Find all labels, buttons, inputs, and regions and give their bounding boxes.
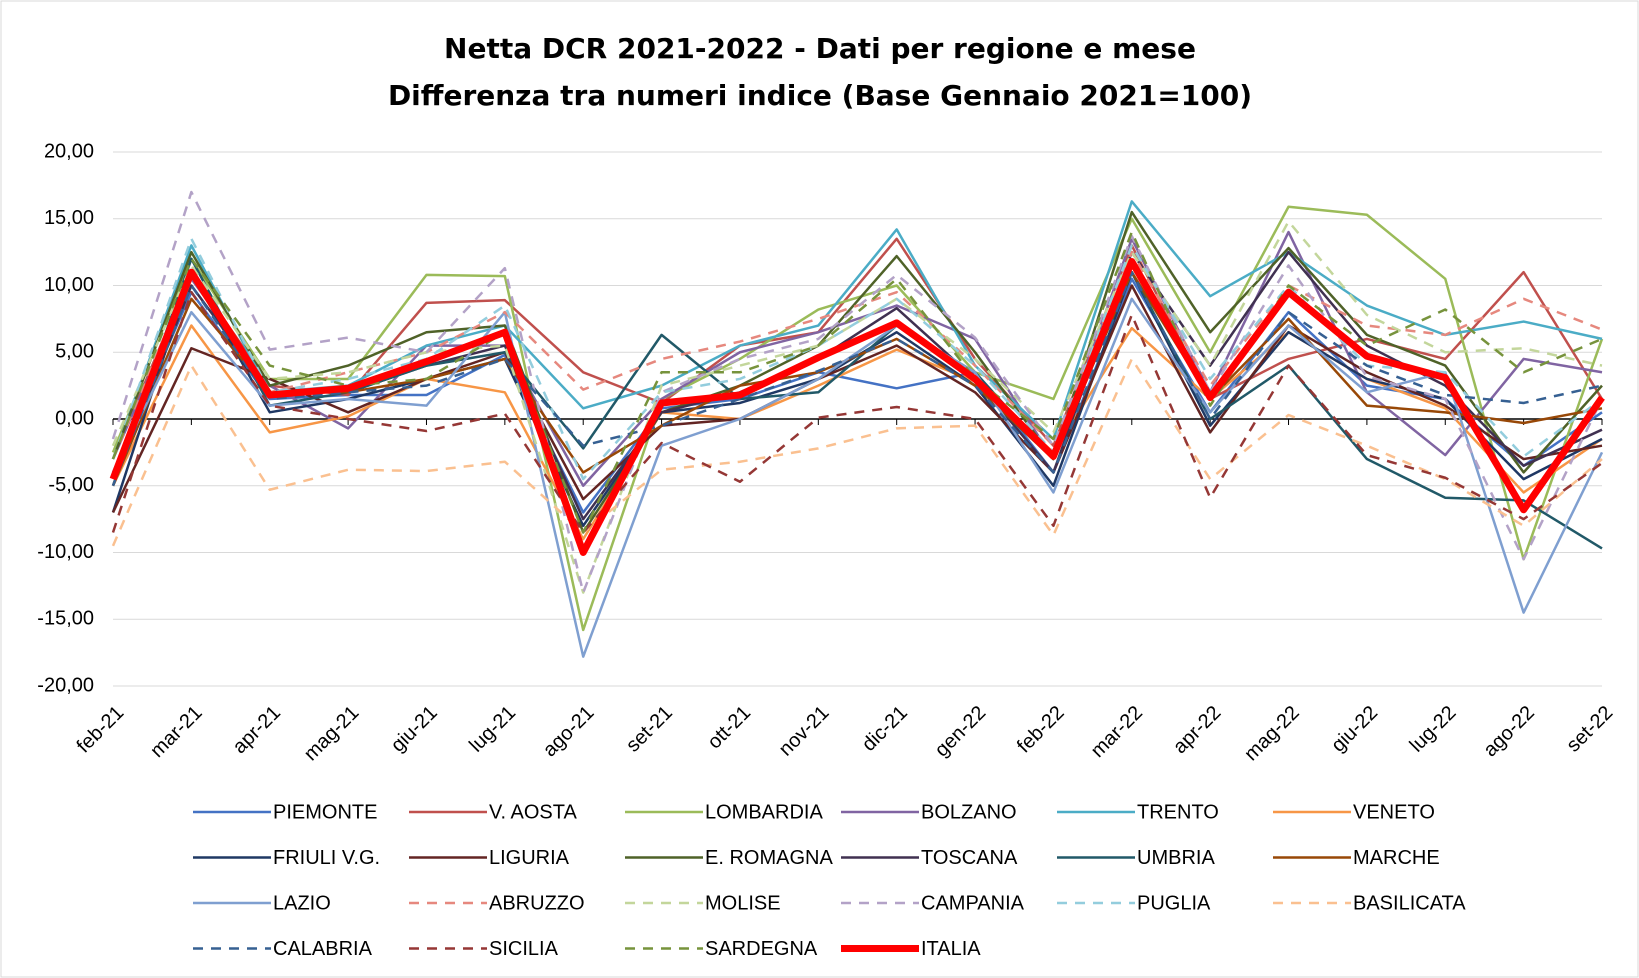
legend-label: CALABRIA <box>273 938 373 960</box>
y-tick-label: 5,00 <box>55 341 94 363</box>
legend-label: BASILICATA <box>1353 892 1466 914</box>
series-line <box>111 205 1604 632</box>
legend-label: ABRUZZO <box>489 892 585 914</box>
series-line <box>111 284 1603 513</box>
legend-label: SICILIA <box>489 938 559 960</box>
series-line <box>111 357 1603 547</box>
legend-label: PIEMONTE <box>273 801 377 823</box>
legend-label: VENETO <box>1353 801 1435 823</box>
series-line <box>111 257 1603 550</box>
chart-title: Differenza tra numeri indice (Base Genna… <box>388 79 1252 112</box>
y-tick-label: -5,00 <box>48 474 94 496</box>
series-line <box>111 290 1603 534</box>
y-tick-label: 10,00 <box>44 274 94 296</box>
series-line <box>111 237 1603 481</box>
legend-label: MOLISE <box>705 892 781 914</box>
y-tick-label: 0,00 <box>55 407 94 429</box>
legend-label: V. AOSTA <box>489 801 577 823</box>
y-tick-label: 20,00 <box>44 140 94 162</box>
series-line <box>111 297 1604 658</box>
y-tick-label: -15,00 <box>37 608 94 630</box>
legend-label: TRENTO <box>1137 801 1219 823</box>
series-line <box>111 200 1603 460</box>
legend-label: CAMPANIA <box>921 892 1025 914</box>
chart-title: Netta DCR 2021-2022 - Dati per regione e… <box>444 32 1196 65</box>
legend-label: E. ROMAGNA <box>705 847 833 869</box>
series-line <box>111 270 1603 487</box>
series-line <box>111 250 1603 460</box>
legend-label: FRIULI V.G. <box>273 847 380 869</box>
legend-label: MARCHE <box>1353 847 1440 869</box>
legend-label: ITALIA <box>921 938 981 960</box>
series-line <box>111 210 1603 534</box>
legend-label: PUGLIA <box>1137 892 1211 914</box>
legend-label: LOMBARDIA <box>705 801 823 823</box>
legend-label: SARDEGNA <box>705 938 818 960</box>
legend-label: TOSCANA <box>921 847 1018 869</box>
series-line <box>109 257 1605 556</box>
y-tick-label: -20,00 <box>37 674 94 696</box>
legend-label: LAZIO <box>273 892 331 914</box>
legend-label: LIGURIA <box>489 847 570 869</box>
y-tick-label: 15,00 <box>44 207 94 229</box>
legend-label: UMBRIA <box>1137 847 1215 869</box>
y-tick-label: -10,00 <box>37 541 94 563</box>
legend-label: BOLZANO <box>921 801 1017 823</box>
